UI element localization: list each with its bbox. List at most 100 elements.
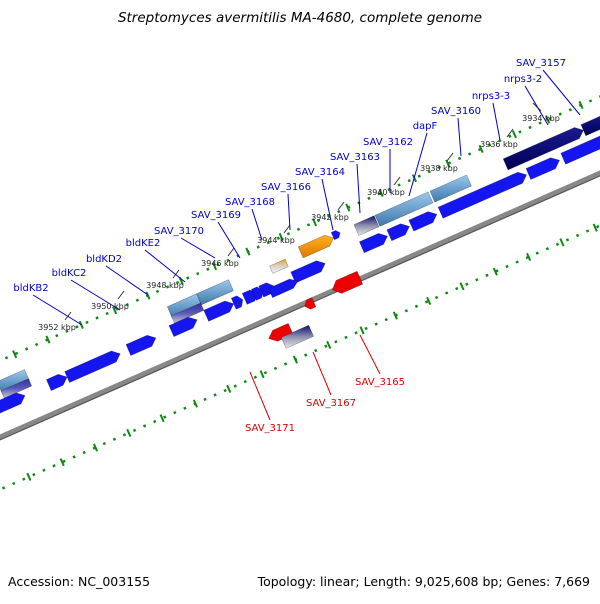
scale-label: 3934 kbp bbox=[522, 114, 560, 123]
lower-scale-ruler-tick bbox=[292, 355, 298, 364]
scale-label: 3952 kbp bbox=[38, 323, 76, 332]
upper-scale-ruler-tick bbox=[278, 232, 284, 241]
upper-scale-ruler-tick bbox=[245, 247, 251, 256]
lower-scale-ruler-tick bbox=[592, 223, 598, 232]
scale-label: 3944 kbp bbox=[257, 236, 295, 245]
map-title: Streptomyces avermitilis MA-4680, comple… bbox=[117, 10, 483, 26]
upper-scale-ruler-tick bbox=[545, 115, 551, 124]
gene-forward-arrow bbox=[251, 286, 264, 301]
gene-block-navy bbox=[502, 127, 584, 171]
gene-block-orange-grey bbox=[269, 258, 289, 274]
forward-gene-leader bbox=[356, 163, 361, 214]
forward-gene-label: SAV_3166 bbox=[261, 182, 311, 193]
forward-gene-leader bbox=[542, 69, 581, 116]
gene-forward-arrow bbox=[290, 260, 326, 284]
reverse-gene-label: SAV_3167 bbox=[306, 398, 356, 409]
forward-gene-label: SAV_3160 bbox=[431, 106, 481, 117]
reverse-gene-label: SAV_3171 bbox=[245, 423, 295, 434]
gene-forward-arrow bbox=[560, 135, 600, 165]
lower-scale-ruler-tick bbox=[459, 282, 465, 291]
forward-gene-leader bbox=[32, 294, 83, 326]
gene-block-orange bbox=[297, 234, 335, 259]
upper-scale-ruler-tick bbox=[511, 130, 517, 139]
gene-forward-arrow bbox=[0, 392, 26, 414]
forward-gene-leader bbox=[492, 102, 501, 141]
scale-label: 3936 kbp bbox=[480, 140, 518, 149]
upper-scale-ruler bbox=[0, 95, 600, 363]
gene-forward-arrow-small bbox=[330, 230, 341, 241]
lower-scale-ruler-tick bbox=[159, 414, 165, 423]
gene-forward-arrow bbox=[386, 223, 410, 242]
scale-label-leader bbox=[227, 247, 235, 257]
lower-scale-ruler-tick bbox=[126, 428, 132, 437]
scale-label-leader bbox=[506, 128, 514, 138]
lower-scale-ruler-tick bbox=[526, 252, 532, 262]
forward-gene-label: bldKE2 bbox=[126, 238, 161, 249]
lower-scale-ruler-tick bbox=[259, 370, 265, 379]
forward-gene-leader bbox=[70, 279, 121, 311]
upper-scale-ruler-tick bbox=[578, 100, 584, 110]
lower-scale-ruler-tick bbox=[359, 326, 365, 335]
gene-block-navy bbox=[580, 115, 600, 137]
gene-forward-arrow bbox=[359, 233, 388, 254]
gene-reverse-arrow bbox=[332, 270, 364, 294]
scale-label-leader bbox=[172, 269, 180, 279]
gene-forward-arrow bbox=[408, 211, 438, 232]
forward-gene-label: nrps3-3 bbox=[472, 91, 510, 102]
scale-label-leader bbox=[393, 176, 401, 186]
forward-gene-leader bbox=[287, 193, 291, 231]
gene-block-steel bbox=[429, 174, 472, 203]
forward-gene-label: SAV_3170 bbox=[154, 226, 204, 237]
gene-reverse-block bbox=[280, 324, 314, 349]
lower-scale-ruler-tick bbox=[92, 443, 99, 452]
forward-gene-label: bldKD2 bbox=[86, 254, 122, 265]
forward-gene-label: dapF bbox=[413, 121, 438, 132]
lower-scale-ruler-tick bbox=[59, 458, 65, 467]
scale-label-leader bbox=[337, 201, 345, 211]
forward-gene-leader bbox=[457, 117, 462, 157]
gene-block-steel bbox=[374, 191, 434, 227]
forward-gene-leader bbox=[251, 208, 263, 241]
reverse-gene-label: SAV_3165 bbox=[355, 377, 405, 388]
lower-scale-ruler-tick bbox=[392, 311, 398, 320]
upper-scale-ruler-tick bbox=[311, 218, 318, 227]
lower-scale-ruler-tick bbox=[192, 399, 198, 408]
scale-label: 3942 kbp bbox=[311, 213, 349, 222]
forward-gene-label: SAV_3163 bbox=[330, 152, 380, 163]
lower-scale-ruler-tick bbox=[26, 472, 32, 481]
gene-block-bluegrey bbox=[0, 378, 33, 399]
gene-forward-arrow bbox=[125, 334, 157, 356]
scale-label-leader bbox=[117, 290, 125, 300]
gene-forward-arrow bbox=[203, 300, 235, 322]
lower-scale-ruler-tick bbox=[559, 238, 565, 247]
upper-scale-ruler-tick bbox=[478, 144, 484, 154]
forward-gene-leader bbox=[524, 85, 549, 126]
upper-scale-ruler-tick bbox=[345, 203, 351, 212]
accession-text: Accession: NC_003155 bbox=[8, 574, 151, 589]
gene-block-steel bbox=[196, 279, 234, 306]
gene-forward-arrow bbox=[268, 278, 299, 298]
forward-gene-label: SAV_3169 bbox=[191, 210, 241, 221]
lower-scale-ruler bbox=[0, 224, 600, 491]
gene-forward-arrow bbox=[525, 157, 560, 180]
gene-block-steel bbox=[0, 369, 30, 393]
gene-forward-arrow bbox=[437, 171, 528, 219]
upper-scale-ruler-tick bbox=[12, 350, 18, 359]
upper-scale-ruler-tick bbox=[445, 159, 451, 168]
forward-gene-label: bldKB2 bbox=[13, 283, 48, 294]
upper-scale-ruler-tick bbox=[45, 335, 51, 344]
genome-stats-text: Topology: linear; Length: 9,025,608 bp; … bbox=[257, 574, 590, 589]
gene-forward-arrow bbox=[230, 295, 244, 310]
upper-scale-ruler-tick bbox=[378, 188, 384, 198]
scale-label: 3950 kbp bbox=[91, 302, 129, 311]
lower-scale-ruler-tick bbox=[492, 267, 498, 276]
forward-gene-label: SAV_3168 bbox=[225, 197, 275, 208]
forward-gene-leader bbox=[321, 178, 334, 231]
reverse-gene-leader bbox=[359, 334, 381, 375]
reverse-gene-leader bbox=[249, 371, 271, 421]
forward-gene-label: SAV_3164 bbox=[295, 167, 345, 178]
scale-label: 3946 kbp bbox=[201, 259, 239, 268]
gene-forward-arrow bbox=[46, 373, 68, 391]
